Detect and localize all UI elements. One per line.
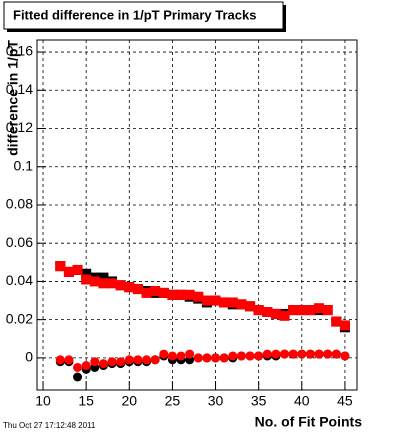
point bbox=[305, 305, 316, 316]
x-tick-label: 35 bbox=[251, 393, 267, 409]
point bbox=[176, 289, 187, 300]
point bbox=[133, 355, 143, 365]
y-tick-label: 0.02 bbox=[6, 310, 33, 326]
point bbox=[81, 274, 92, 285]
point bbox=[288, 305, 299, 316]
x-axis-label: No. of Fit Points bbox=[255, 414, 363, 430]
point bbox=[219, 297, 230, 308]
point bbox=[63, 266, 74, 277]
point bbox=[271, 349, 281, 359]
point bbox=[297, 349, 307, 359]
point bbox=[227, 297, 238, 308]
point bbox=[98, 272, 109, 283]
point bbox=[262, 307, 273, 318]
point bbox=[167, 351, 177, 361]
x-tick-label: 20 bbox=[122, 393, 138, 409]
point bbox=[314, 303, 325, 314]
point bbox=[64, 355, 74, 365]
point bbox=[340, 351, 350, 361]
x-tick-label: 15 bbox=[78, 393, 94, 409]
point bbox=[219, 353, 229, 363]
point bbox=[81, 361, 91, 371]
point bbox=[279, 310, 290, 321]
point bbox=[115, 280, 126, 291]
point bbox=[184, 289, 195, 300]
y-tick-label: 0.1 bbox=[14, 157, 34, 173]
point bbox=[262, 349, 272, 359]
point bbox=[73, 362, 83, 372]
point bbox=[245, 351, 255, 361]
point bbox=[141, 287, 152, 298]
point bbox=[150, 355, 160, 365]
point bbox=[201, 295, 212, 306]
y-axis-label: difference in 1/pT bbox=[5, 40, 21, 156]
point bbox=[193, 353, 203, 363]
point bbox=[193, 291, 204, 302]
point bbox=[107, 278, 118, 289]
y-tick-label: 0.04 bbox=[6, 272, 33, 288]
point bbox=[339, 320, 350, 331]
y-tick-label: 0.14 bbox=[6, 81, 33, 97]
point bbox=[322, 305, 333, 316]
point bbox=[132, 284, 143, 295]
point bbox=[176, 351, 186, 361]
y-tick-label: 0.16 bbox=[6, 43, 33, 59]
x-tick-label: 40 bbox=[294, 393, 310, 409]
point bbox=[81, 268, 92, 279]
point bbox=[228, 351, 238, 361]
footer-date: Thu Oct 27 17:12:48 2011 bbox=[3, 421, 96, 430]
frame bbox=[36, 39, 358, 391]
point bbox=[158, 287, 169, 298]
point bbox=[202, 353, 212, 363]
point bbox=[72, 264, 83, 275]
point bbox=[150, 285, 161, 296]
point bbox=[323, 349, 333, 359]
x-tick-label: 30 bbox=[208, 393, 224, 409]
point bbox=[314, 349, 324, 359]
y-tick-label: 0.12 bbox=[6, 119, 33, 135]
chart-title: Fitted difference in 1/pT Primary Tracks bbox=[13, 7, 256, 22]
point bbox=[159, 349, 169, 359]
point bbox=[245, 301, 256, 312]
point bbox=[124, 282, 135, 293]
point bbox=[305, 349, 315, 359]
x-tick-label: 25 bbox=[165, 393, 181, 409]
point bbox=[331, 316, 342, 327]
point bbox=[90, 357, 100, 367]
point bbox=[236, 299, 247, 310]
point bbox=[167, 289, 178, 300]
y-tick-label: 0 bbox=[25, 349, 33, 365]
point bbox=[254, 351, 264, 361]
y-tick-label: 0.08 bbox=[6, 196, 33, 212]
point bbox=[270, 308, 281, 319]
point bbox=[55, 261, 66, 272]
point bbox=[253, 305, 264, 316]
point bbox=[185, 349, 195, 359]
x-tick-label: 45 bbox=[337, 393, 353, 409]
point bbox=[331, 349, 341, 359]
title-box bbox=[3, 1, 284, 30]
point bbox=[210, 295, 221, 306]
x-tick-label: 10 bbox=[35, 393, 51, 409]
point bbox=[280, 349, 290, 359]
point bbox=[236, 351, 246, 361]
point bbox=[73, 372, 83, 382]
point bbox=[211, 353, 221, 363]
point bbox=[296, 305, 307, 316]
point bbox=[142, 355, 152, 365]
point bbox=[89, 276, 100, 287]
y-tick-label: 0.06 bbox=[6, 234, 33, 250]
point bbox=[124, 355, 134, 365]
point bbox=[116, 357, 126, 367]
point bbox=[288, 349, 298, 359]
point bbox=[98, 359, 108, 369]
point bbox=[98, 278, 109, 289]
point bbox=[55, 355, 65, 365]
point bbox=[107, 357, 117, 367]
plot-area: 0 0.02 0.04 0.06 0.08 0.1 0.12 0.14 0.16 10 15 20 25… bbox=[6, 40, 357, 409]
